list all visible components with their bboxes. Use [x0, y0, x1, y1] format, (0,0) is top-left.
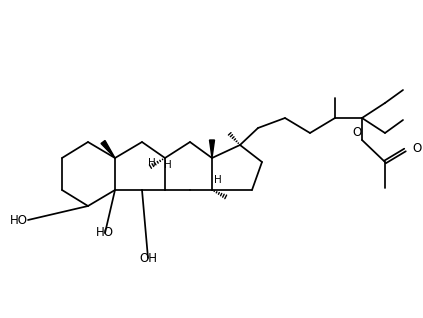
- Text: OH: OH: [139, 252, 157, 265]
- Text: H: H: [214, 175, 222, 185]
- Polygon shape: [209, 140, 214, 158]
- Text: O: O: [352, 126, 362, 139]
- Text: HO: HO: [10, 213, 28, 226]
- Text: O: O: [412, 142, 421, 155]
- Text: HO: HO: [96, 226, 114, 239]
- Text: H: H: [164, 160, 172, 170]
- Polygon shape: [101, 141, 115, 158]
- Text: H: H: [148, 158, 156, 168]
